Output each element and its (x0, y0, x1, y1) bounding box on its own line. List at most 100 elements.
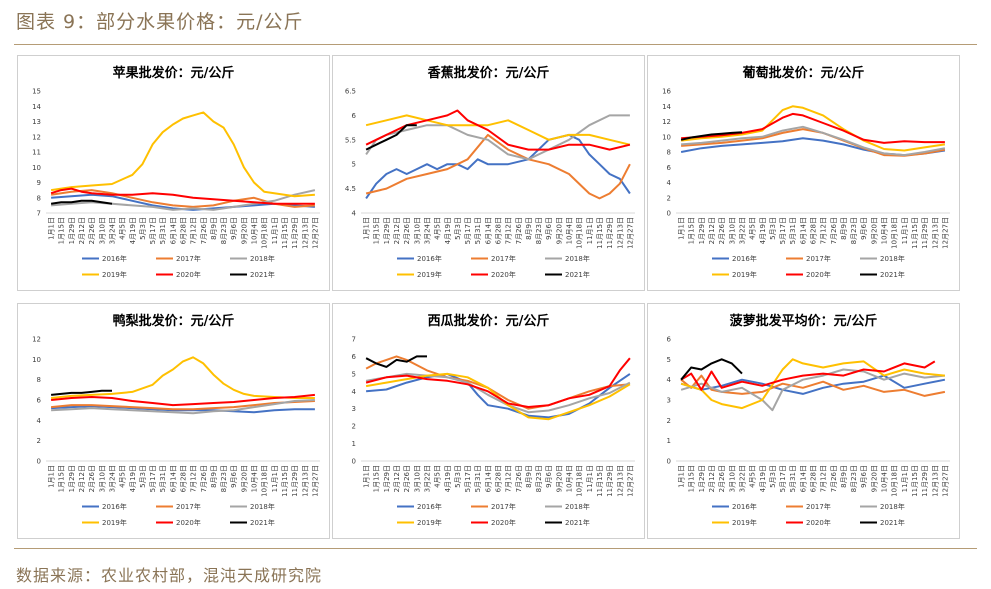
x-tick-label: 3月10日 (728, 217, 736, 244)
x-tick-label: 12月13日 (931, 217, 939, 249)
y-tick-label: 2 (37, 437, 41, 445)
x-tick-label: 4月5日 (749, 217, 757, 240)
legend-label: 2020年 (176, 518, 201, 527)
x-tick-label: 5月3日 (454, 465, 462, 488)
x-tick-label: 5月31日 (159, 465, 167, 492)
x-tick-label: 12月27日 (311, 217, 319, 249)
x-tick-label: 1月1日 (678, 465, 686, 488)
x-tick-label: 10月4日 (251, 217, 259, 244)
x-tick-label: 9月6日 (545, 465, 553, 488)
legend-label: 2016年 (417, 502, 442, 511)
series-line-2018年 (680, 368, 945, 412)
x-tick-label: 7月12日 (505, 217, 513, 244)
x-tick-label: 8月9日 (525, 465, 533, 488)
legend-label: 2016年 (732, 254, 757, 263)
x-tick-label: 9月6日 (860, 465, 868, 488)
x-tick-label: 5月17日 (779, 465, 787, 492)
x-tick-label: 8月9日 (210, 465, 218, 488)
legend-label: 2017年 (491, 254, 516, 263)
y-tick-label: 6 (352, 353, 357, 361)
x-tick-label: 11月29日 (606, 217, 614, 249)
x-tick-label: 4月5日 (119, 465, 127, 488)
x-tick-label: 3月10日 (728, 465, 736, 492)
x-tick-label: 11月1日 (271, 217, 279, 244)
x-tick-label: 6月14日 (799, 465, 807, 492)
legend-label: 2017年 (806, 502, 831, 511)
x-tick-label: 2月12日 (393, 465, 401, 492)
x-tick-label: 1月15日 (58, 465, 66, 492)
chart-title: 菠萝批发平均价：元/公斤 (730, 313, 878, 329)
x-tick-label: 7月12日 (820, 465, 828, 492)
x-tick-label: 12月27日 (311, 465, 319, 497)
x-tick-label: 11月1日 (271, 465, 279, 492)
x-tick-label: 5月3日 (769, 465, 777, 488)
y-tick-label: 0 (667, 210, 671, 218)
x-tick-label: 2月26日 (88, 217, 96, 244)
legend-label: 2020年 (806, 518, 831, 527)
x-tick-label: 11月15日 (596, 217, 604, 249)
x-tick-label: 5月31日 (474, 465, 482, 492)
x-tick-label: 4月5日 (434, 465, 442, 488)
series-line-2018年 (51, 399, 315, 415)
chart-title: 西瓜批发价：元/公斤 (428, 313, 550, 329)
series-line-2020年 (365, 109, 631, 151)
series-line-2019年 (50, 111, 315, 198)
x-tick-label: 4月19日 (129, 217, 137, 244)
x-tick-label: 11月15日 (911, 217, 919, 249)
x-tick-label: 10月18日 (891, 465, 899, 497)
x-tick-label: 6月28日 (810, 217, 818, 244)
x-tick-label: 6月28日 (495, 465, 503, 492)
y-tick-label: 10 (32, 164, 41, 172)
x-tick-label: 3月24日 (424, 217, 432, 244)
x-tick-label: 9月6日 (860, 217, 868, 240)
y-tick-label: 2 (352, 423, 356, 431)
x-tick-label: 7月12日 (190, 217, 198, 244)
x-tick-label: 7月26日 (830, 465, 838, 492)
x-tick-label: 8月9日 (210, 217, 218, 240)
legend-label: 2017年 (176, 254, 201, 263)
x-tick-label: 2月26日 (718, 465, 726, 492)
x-tick-label: 4月19日 (444, 465, 452, 492)
y-tick-label: 2 (667, 417, 671, 425)
chart-pear: 鸭梨批发价：元/公斤 0 2 4 6 8 10 12 1月1日 1月15日 1月29日 2月12日 2月… (17, 303, 330, 539)
x-tick-label: 11月1日 (901, 465, 909, 492)
x-tick-label: 5月17日 (464, 217, 472, 244)
x-tick-label: 4月5日 (434, 217, 442, 240)
x-tick-label: 11月15日 (281, 465, 289, 497)
x-tick-label: 6月28日 (180, 217, 188, 244)
y-tick-label: 1 (667, 437, 671, 445)
x-tick-label: 8月9日 (840, 465, 848, 488)
y-tick-label: 3 (667, 397, 671, 405)
x-tick-label: 3月24日 (109, 465, 117, 492)
x-tick-label: 10月4日 (881, 465, 889, 492)
x-tick-label: 9月20日 (240, 217, 248, 244)
series-line-2019年 (365, 114, 631, 146)
x-tick-label: 6月14日 (169, 217, 177, 244)
legend-label: 2016年 (102, 254, 127, 263)
x-tick-label: 1月29日 (383, 465, 391, 492)
y-tick-label: 12 (32, 336, 41, 344)
x-tick-label: 1月1日 (363, 465, 371, 488)
y-tick-label: 4 (37, 417, 42, 425)
series-line-2021年 (680, 358, 743, 381)
legend-label: 2021年 (880, 518, 905, 527)
y-tick-label: 16 (662, 88, 671, 96)
legend-label: 2017年 (491, 502, 516, 511)
x-tick-label: 10月18日 (261, 465, 269, 497)
series-line-2018年 (365, 114, 630, 161)
series-line-2017年 (365, 355, 630, 410)
x-tick-label: 10月4日 (566, 465, 574, 492)
x-tick-label: 5月17日 (779, 217, 787, 244)
y-tick-label: 2 (667, 194, 671, 202)
y-tick-label: 0 (352, 458, 356, 466)
x-tick-label: 1月15日 (58, 217, 66, 244)
legend-label: 2020年 (176, 270, 201, 279)
y-tick-label: 8 (37, 376, 41, 384)
x-tick-label: 11月1日 (901, 217, 909, 244)
x-tick-label: 4月19日 (759, 465, 767, 492)
x-tick-label: 6月14日 (169, 465, 177, 492)
x-tick-label: 4月5日 (749, 465, 757, 488)
x-tick-label: 4月19日 (759, 217, 767, 244)
x-tick-label: 3月22日 (739, 217, 747, 244)
legend-label: 2021年 (880, 270, 905, 279)
